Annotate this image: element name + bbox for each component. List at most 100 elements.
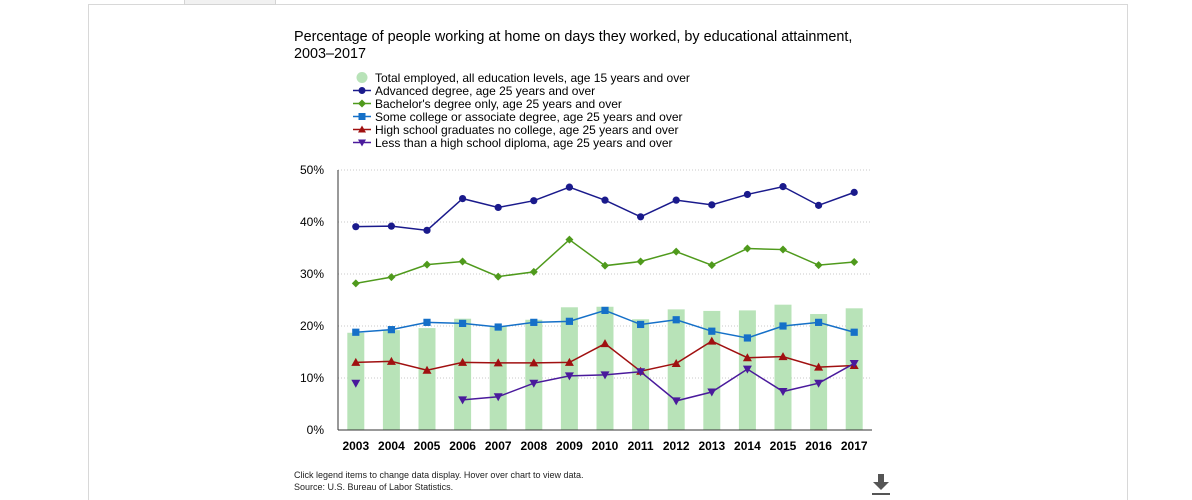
- data-point-series-0[interactable]: [601, 196, 609, 204]
- data-point-series-2[interactable]: [672, 316, 680, 324]
- download-icon[interactable]: [870, 472, 892, 496]
- legend-swatch: [356, 72, 368, 83]
- data-point-series-4[interactable]: [529, 379, 539, 388]
- legend-item[interactable]: High school graduates no college, age 25…: [352, 123, 690, 137]
- legend-item[interactable]: Bachelor's degree only, age 25 years and…: [352, 97, 690, 111]
- data-point-series-4[interactable]: [351, 379, 361, 388]
- data-point-series-0[interactable]: [637, 213, 645, 221]
- data-point-series-3[interactable]: [458, 357, 468, 366]
- data-point-series-2[interactable]: [387, 326, 395, 334]
- data-point-series-3[interactable]: [493, 358, 503, 367]
- series-line-4[interactable]: [462, 362, 855, 402]
- data-point-series-0[interactable]: [423, 226, 431, 234]
- data-point-series-1[interactable]: [672, 247, 681, 256]
- data-point-series-1[interactable]: [779, 245, 787, 254]
- data-point-series-1[interactable]: [707, 261, 716, 270]
- x-tick-label: 2003: [342, 439, 369, 453]
- data-point-series-2[interactable]: [565, 317, 573, 325]
- data-point-series-0[interactable]: [779, 183, 787, 191]
- legend-item[interactable]: Advanced degree, age 25 years and over: [352, 84, 690, 98]
- data-point-series-2[interactable]: [815, 318, 823, 326]
- data-point-series-4[interactable]: [458, 396, 468, 405]
- legend-swatch: [353, 99, 371, 108]
- data-point-series-0[interactable]: [672, 196, 680, 204]
- data-point-series-2[interactable]: [850, 328, 858, 336]
- bar-total-employed[interactable]: [845, 308, 863, 430]
- bar-total-employed[interactable]: [454, 318, 472, 430]
- data-point-series-4[interactable]: [707, 388, 717, 397]
- data-point-series-0[interactable]: [743, 190, 752, 199]
- data-point-series-1[interactable]: [743, 244, 752, 253]
- bar-total-employed[interactable]: [810, 314, 828, 430]
- data-point-series-4[interactable]: [742, 365, 752, 374]
- bar-total-employed[interactable]: [667, 309, 685, 430]
- data-point-series-1[interactable]: [387, 273, 396, 282]
- data-point-series-2[interactable]: [423, 318, 431, 326]
- data-point-series-0[interactable]: [530, 197, 538, 205]
- series-line-0[interactable]: [355, 185, 855, 232]
- data-point-series-2[interactable]: [352, 328, 360, 336]
- legend-item[interactable]: Less than a high school diploma, age 25 …: [352, 136, 690, 150]
- data-point-series-4[interactable]: [636, 368, 646, 377]
- data-point-series-1[interactable]: [423, 260, 431, 269]
- data-point-series-2[interactable]: [494, 323, 502, 331]
- data-point-series-0[interactable]: [352, 223, 360, 231]
- data-point-series-1[interactable]: [565, 235, 574, 244]
- legend-item[interactable]: Some college or associate degree, age 25…: [352, 110, 690, 124]
- data-point-series-2[interactable]: [708, 327, 716, 335]
- data-point-series-3[interactable]: [422, 365, 432, 374]
- data-point-series-0[interactable]: [565, 183, 574, 191]
- data-point-series-3[interactable]: [386, 356, 396, 365]
- data-point-series-2[interactable]: [779, 322, 787, 330]
- data-point-series-0[interactable]: [459, 195, 467, 203]
- data-point-series-2[interactable]: [530, 318, 538, 326]
- data-point-series-1[interactable]: [814, 261, 823, 270]
- bar-total-employed[interactable]: [382, 330, 400, 430]
- data-point-series-1[interactable]: [458, 257, 467, 266]
- data-point-series-1[interactable]: [636, 257, 645, 266]
- data-point-series-1[interactable]: [850, 258, 859, 267]
- bar-total-employed[interactable]: [489, 326, 507, 430]
- data-point-series-2[interactable]: [601, 306, 609, 314]
- bar-total-employed[interactable]: [525, 319, 543, 430]
- data-point-series-3[interactable]: [707, 336, 717, 345]
- bar-total-employed[interactable]: [774, 304, 792, 430]
- data-point-series-4[interactable]: [849, 359, 859, 368]
- data-point-series-3[interactable]: [671, 358, 681, 367]
- data-point-series-3[interactable]: [564, 357, 574, 366]
- data-point-series-0[interactable]: [494, 203, 502, 212]
- data-point-series-2[interactable]: [637, 320, 645, 329]
- data-point-series-1[interactable]: [529, 267, 538, 276]
- data-point-series-0[interactable]: [815, 201, 823, 209]
- data-point-series-3[interactable]: [529, 358, 539, 367]
- data-point-series-4[interactable]: [600, 371, 610, 380]
- data-point-series-2[interactable]: [459, 319, 467, 327]
- bar-total-employed[interactable]: [560, 307, 578, 430]
- data-point-series-1[interactable]: [494, 272, 503, 281]
- bar-total-employed[interactable]: [418, 328, 436, 430]
- data-point-series-0[interactable]: [387, 222, 395, 230]
- data-point-series-2[interactable]: [743, 334, 751, 342]
- series-line-1[interactable]: [355, 238, 855, 285]
- data-point-series-4[interactable]: [778, 388, 788, 397]
- x-tick-label: 2015: [770, 439, 797, 453]
- bar-total-employed[interactable]: [596, 306, 614, 430]
- data-point-series-0[interactable]: [850, 188, 858, 196]
- data-point-series-4[interactable]: [814, 379, 824, 388]
- data-point-series-3[interactable]: [778, 352, 788, 361]
- data-point-series-1[interactable]: [601, 261, 609, 270]
- data-point-series-1[interactable]: [351, 279, 360, 288]
- data-point-series-3[interactable]: [351, 357, 361, 366]
- data-point-series-3[interactable]: [814, 362, 824, 371]
- data-point-series-4[interactable]: [493, 393, 503, 402]
- data-point-series-4[interactable]: [564, 372, 574, 381]
- data-point-series-0[interactable]: [708, 201, 716, 209]
- bar-total-employed[interactable]: [703, 310, 721, 430]
- legend-item[interactable]: Total employed, all education levels, ag…: [352, 71, 690, 85]
- tab-stub[interactable]: [184, 0, 276, 5]
- data-point-series-3[interactable]: [742, 353, 752, 362]
- data-point-series-3[interactable]: [600, 339, 610, 348]
- x-tick-label: 2014: [734, 439, 761, 453]
- data-point-series-4[interactable]: [671, 397, 681, 406]
